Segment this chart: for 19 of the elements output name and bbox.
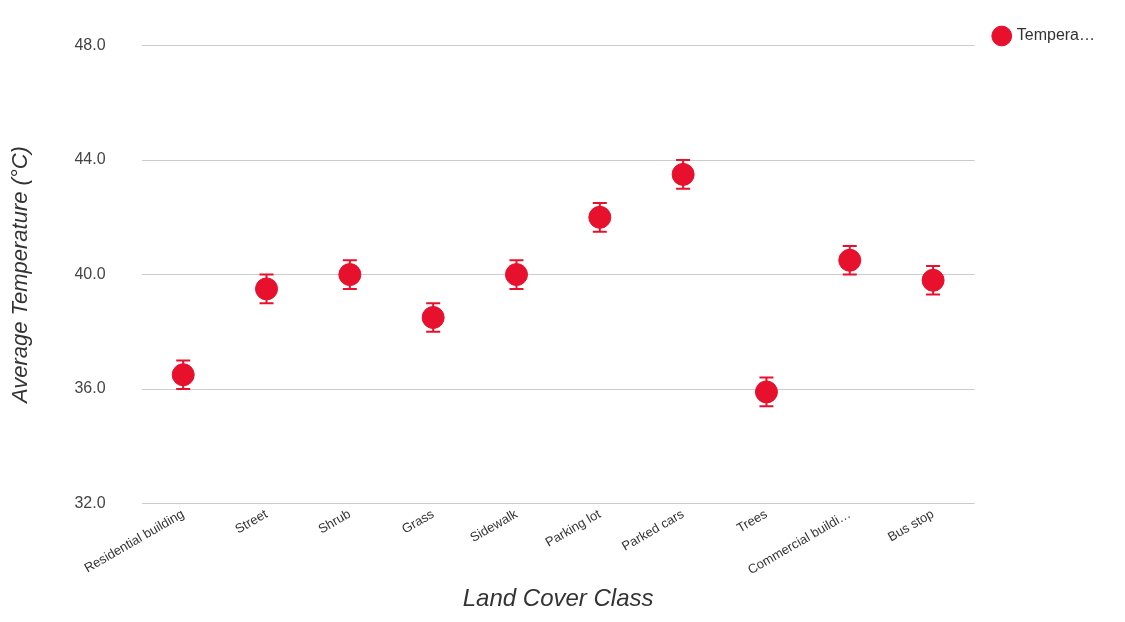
x-tick-label: Shrub xyxy=(315,506,354,537)
point xyxy=(255,277,279,301)
point xyxy=(838,248,862,272)
y-tick-label: 44.0 xyxy=(74,150,106,168)
y-tick-label: 36.0 xyxy=(74,379,106,397)
x-tick-label: Trees xyxy=(733,505,771,536)
legend-label: Tempera… xyxy=(1016,26,1095,44)
x-tick-label: Grass xyxy=(398,505,437,537)
point xyxy=(504,263,528,287)
x-tick-label: Bus stop xyxy=(885,506,937,545)
y-tick-label: 48.0 xyxy=(74,36,106,54)
point xyxy=(338,263,362,287)
y-tick-label: 32.0 xyxy=(74,493,106,511)
x-axis-title: Land Cover Class xyxy=(462,584,654,612)
point xyxy=(754,380,778,404)
y-axis-title: Average Temperature (°C) xyxy=(7,146,33,406)
point xyxy=(588,205,612,229)
y-tick-label: 40.0 xyxy=(74,264,106,282)
point xyxy=(921,268,945,292)
